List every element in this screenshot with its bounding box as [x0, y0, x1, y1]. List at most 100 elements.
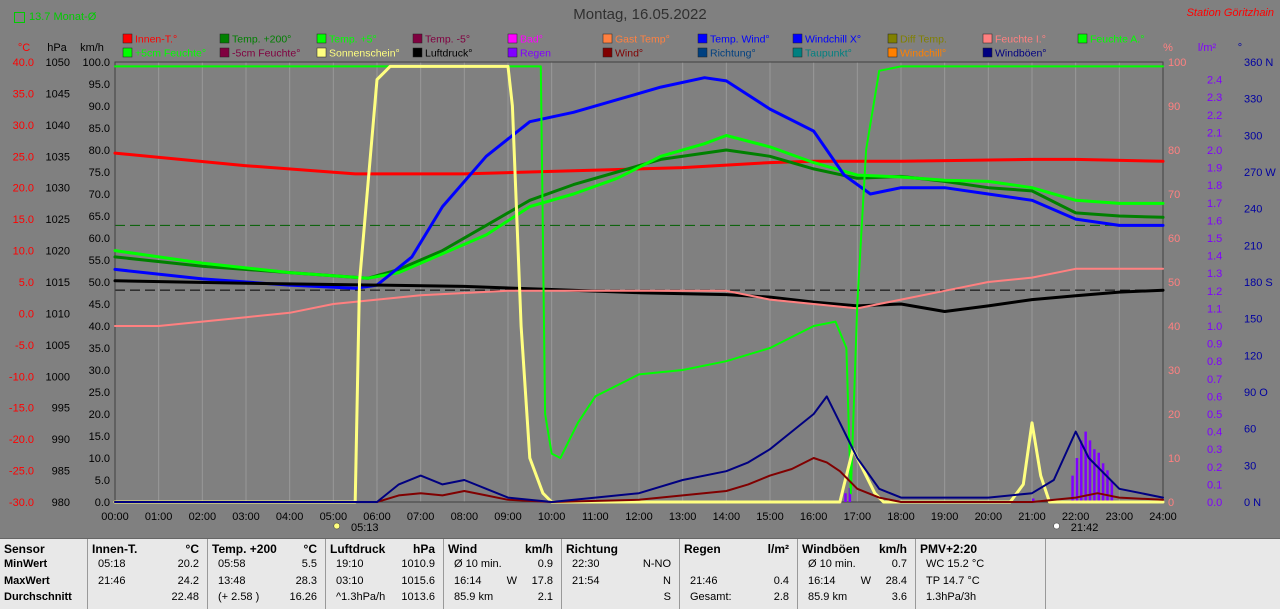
kmh-tick: 85.0: [89, 123, 110, 135]
rain-bar: [1106, 470, 1109, 502]
time-tick: 21:00: [1018, 511, 1046, 523]
legend-item[interactable]: Richtung°: [697, 48, 756, 60]
legend-item[interactable]: Innen-T.°: [122, 34, 177, 46]
legend-item[interactable]: Feuchte A.°: [1077, 34, 1144, 46]
summary-header: Wind km/h: [448, 542, 557, 558]
legend-label: Temp. -5°: [425, 34, 470, 46]
kmh-tick: 35.0: [89, 343, 110, 355]
summary-column: Temp. +200 °C 05:58 5.5 13:48 28.3 (+ 2.58 ) 16…: [208, 539, 326, 609]
rain-bars: [844, 431, 1114, 502]
rain-tick: 0.8: [1207, 356, 1222, 368]
time-tick: 20:00: [975, 511, 1003, 523]
legend-label: -5cm Feuchte°: [232, 48, 300, 60]
rain-bar: [1032, 498, 1035, 502]
summary-title: PMV+2:20: [920, 542, 978, 556]
summary-unit: °C: [303, 542, 317, 556]
legend-item[interactable]: Bad°: [507, 34, 543, 46]
summary-title: Richtung: [566, 542, 618, 556]
legend-item[interactable]: Diff Temp.: [887, 34, 947, 46]
temp-tick: -15.0: [9, 403, 34, 415]
rain-tick: 0.2: [1207, 462, 1222, 474]
rain-bar: [1080, 440, 1083, 502]
temp-tick: 15.0: [13, 214, 34, 226]
summary-time: 16:14: [454, 574, 482, 587]
summary-time: Ø 10 min.: [454, 558, 502, 570]
legend-swatch: [507, 47, 518, 58]
rain-tick: 0.3: [1207, 444, 1222, 456]
summary-title: Wind: [448, 542, 478, 556]
axis-unit: hPa: [47, 42, 67, 54]
kmh-tick: 95.0: [89, 79, 110, 91]
kmh-tick: 0.0: [95, 497, 110, 509]
legend-label: Wind°: [615, 48, 643, 60]
temp-tick: -5.0: [15, 340, 34, 352]
legend-item[interactable]: -5cm Feuchte°: [219, 48, 300, 60]
legend-label: Diff Temp.: [900, 34, 947, 46]
kmh-tick: 100.0: [82, 57, 110, 69]
legend-swatch: [122, 47, 133, 58]
summary-time: 16:14: [808, 574, 836, 587]
legend-item[interactable]: Temp. -5°: [412, 34, 470, 46]
legend-item[interactable]: Windchill°: [887, 48, 946, 60]
legend-item[interactable]: Regen: [507, 47, 551, 60]
time-tick: 05:00: [320, 511, 348, 523]
kmh-tick: 45.0: [89, 299, 110, 311]
summary-time: 85.9 km: [808, 591, 848, 603]
legend-swatch: [982, 47, 993, 58]
summary-title: Luftdruck: [330, 542, 386, 556]
station-name: Station Göritzhain: [1186, 7, 1274, 19]
legend-item[interactable]: Gast Temp°: [602, 34, 670, 46]
rain-tick: 2.2: [1207, 110, 1222, 122]
legend-item[interactable]: Windböen°: [982, 47, 1046, 60]
legend-item[interactable]: Temp. +200°: [219, 34, 291, 46]
legend-label: Sonnenschein°: [329, 48, 400, 60]
checkbox-icon[interactable]: [14, 11, 25, 23]
legend-item[interactable]: Taupunkt°: [792, 48, 852, 60]
rain-tick: 1.6: [1207, 215, 1222, 227]
legend-item[interactable]: Sonnenschein°: [316, 48, 400, 60]
summary-value: 28.4: [885, 574, 907, 587]
legend-item[interactable]: Feuchte I.°: [982, 33, 1046, 46]
temp-tick: 40.0: [13, 57, 34, 69]
pressure-tick: 980: [52, 497, 70, 509]
summary-unit: l/m²: [767, 542, 789, 556]
legend-swatch: [316, 33, 327, 44]
legend-swatch: [982, 33, 993, 44]
temp-tick: -25.0: [9, 466, 34, 478]
summary-row: Gesamt: 2.8: [684, 591, 793, 608]
summary-row: 13:48 28.3: [212, 575, 321, 592]
summary-time: 05:58: [218, 558, 246, 570]
pressure-tick: 1040: [46, 120, 70, 132]
legend-item[interactable]: Windchill X°: [792, 34, 861, 46]
rain-tick: 0.7: [1207, 374, 1222, 386]
time-tick: 22:00: [1062, 511, 1090, 523]
time-tick: 00:00: [101, 511, 129, 523]
rain-tick: 1.8: [1207, 180, 1222, 192]
legend-item[interactable]: Luftdruck°: [412, 47, 472, 60]
summary-header: Regen l/m²: [684, 542, 793, 558]
summary-value: 2.1: [537, 591, 553, 603]
summary-row: 21:54 N: [566, 575, 675, 592]
summary-row: ^1.3hPa/h 1013.6: [330, 591, 439, 608]
summary-title: Temp. +200: [212, 542, 277, 556]
legend-item[interactable]: Temp. Wind°: [697, 34, 770, 46]
summary-value: 22.48: [171, 591, 199, 603]
summary-row: Ø 10 min. 0.9: [448, 558, 557, 575]
legend-item[interactable]: +5cm Feuchte°: [122, 47, 206, 60]
summary-header: Innen-T. °C: [92, 542, 203, 558]
legend-swatch: [412, 47, 423, 58]
kmh-tick: 5.0: [95, 475, 110, 487]
temp-tick: 10.0: [13, 246, 34, 258]
legend-item[interactable]: Temp. +5°: [316, 33, 377, 46]
legend-item[interactable]: Wind°: [602, 48, 643, 60]
time-tick: 10:00: [538, 511, 566, 523]
summary-unit: °C: [185, 542, 199, 556]
axis-unit: l/m²: [1198, 42, 1217, 54]
direction-tick: 120: [1244, 350, 1262, 362]
summary-value: S: [663, 591, 671, 603]
direction-tick: 210: [1244, 240, 1262, 252]
pct-tick: 70: [1168, 189, 1180, 201]
pct-tick: 10: [1168, 453, 1180, 465]
summary-time: 1.3hPa/3h: [926, 591, 977, 603]
summary-column: Regen l/m² 21:46 0.4 Gesamt: 2.8: [680, 539, 798, 609]
